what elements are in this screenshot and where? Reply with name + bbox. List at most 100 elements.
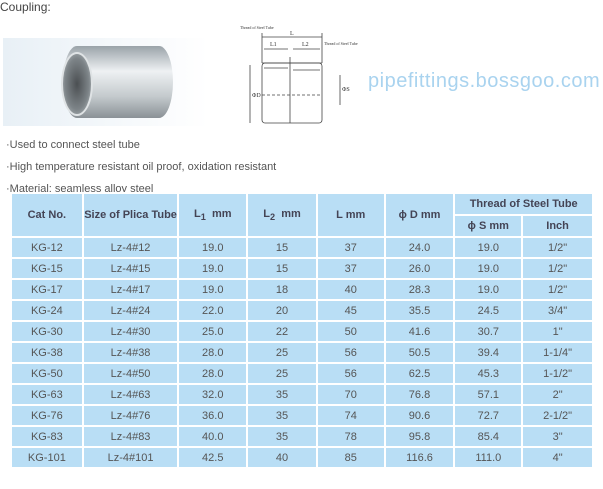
table-cell: KG-38 — [10, 341, 84, 364]
diagram-label: Thread of Steel Tube — [324, 41, 358, 46]
page-title: Coupling: — [0, 0, 51, 14]
table-cell: 45.3 — [453, 362, 524, 385]
header-l2: L2 mm — [246, 192, 318, 238]
table-cell: 24.5 — [453, 299, 524, 322]
table-cell: 19.0 — [453, 257, 524, 280]
table-row: KG-30 Lz-4#30 25.0 22 50 41.6 30.7 1" — [10, 320, 594, 343]
table-row: KG-63 Lz-4#63 32.0 35 70 76.8 57.1 2" — [10, 383, 594, 406]
table-cell: 35 — [246, 404, 318, 427]
table-cell: 1-1/4" — [521, 341, 594, 364]
diagram-label: L2 — [302, 42, 309, 48]
feature-list: ·Used to connect steel tube ·High temper… — [6, 134, 276, 200]
table-cell: 3/4" — [521, 299, 594, 322]
table-cell: KG-50 — [10, 362, 84, 385]
table-cell: 2" — [521, 383, 594, 406]
table-cell: 74 — [315, 404, 386, 427]
table-cell: 24.0 — [383, 236, 456, 259]
table-cell: KG-24 — [10, 299, 84, 322]
header-cat: Cat No. — [10, 192, 84, 238]
table-cell: 57.1 — [453, 383, 524, 406]
table-cell: 45 — [315, 299, 386, 322]
table-cell: 40 — [246, 446, 318, 469]
feature-item: ·Used to connect steel tube — [6, 139, 140, 151]
table-row: KG-15 Lz-4#15 19.0 15 37 26.0 19.0 1/2" — [10, 257, 594, 280]
coupling-opening — [61, 52, 93, 116]
table-cell: 72.7 — [453, 404, 524, 427]
table-cell: 1/2" — [521, 236, 594, 259]
table-cell: Lz-4#76 — [81, 404, 180, 427]
table-cell: 25.0 — [177, 320, 249, 343]
table-cell: 78 — [315, 425, 386, 448]
table-cell: 28.0 — [177, 341, 249, 364]
table-cell: Lz-4#83 — [81, 425, 180, 448]
table-cell: 35 — [246, 425, 318, 448]
table-cell: Lz-4#63 — [81, 383, 180, 406]
table-cell: 15 — [246, 257, 318, 280]
table-cell: Lz-4#38 — [81, 341, 180, 364]
diagram-label: ΦD — [252, 93, 261, 99]
table-cell: KG-101 — [10, 446, 84, 469]
table-cell: 39.4 — [453, 341, 524, 364]
table-cell: 42.5 — [177, 446, 249, 469]
table-cell: 19.0 — [453, 278, 524, 301]
table-cell: Lz-4#17 — [81, 278, 180, 301]
table-cell: 41.6 — [383, 320, 456, 343]
table-row: KG-17 Lz-4#17 19.0 18 40 28.3 19.0 1/2" — [10, 278, 594, 301]
table-cell: 90.6 — [383, 404, 456, 427]
table-cell: 25 — [246, 341, 318, 364]
table-cell: Lz-4#24 — [81, 299, 180, 322]
table-cell: 1/2" — [521, 278, 594, 301]
coupling-diagram: Thread of Steel Tube Thread of Steel Tub… — [240, 25, 358, 124]
table-cell: 30.7 — [453, 320, 524, 343]
coupling-photo — [3, 38, 208, 126]
table-cell: Lz-4#12 — [81, 236, 180, 259]
table-row: KG-50 Lz-4#50 28.0 25 56 62.5 45.3 1-1/2" — [10, 362, 594, 385]
table-cell: KG-76 — [10, 404, 84, 427]
header-size: Size of Plica Tube — [81, 192, 180, 238]
diagram-label: Thread of Steel Tube — [240, 25, 274, 30]
table-row: KG-76 Lz-4#76 36.0 35 74 90.6 72.7 2-1/2" — [10, 404, 594, 427]
header-s: ϕ S mm — [453, 214, 524, 238]
table-cell: 19.0 — [177, 236, 249, 259]
table-row: KG-12 Lz-4#12 19.0 15 37 24.0 19.0 1/2" — [10, 236, 594, 259]
table-cell: KG-15 — [10, 257, 84, 280]
table-cell: 19.0 — [177, 278, 249, 301]
table-row: KG-83 Lz-4#83 40.0 35 78 95.8 85.4 3" — [10, 425, 594, 448]
table-cell: 25 — [246, 362, 318, 385]
header-l1: L1 mm — [177, 192, 249, 238]
header-d: ϕ D mm — [383, 192, 456, 238]
table-cell: Lz-4#30 — [81, 320, 180, 343]
diagram-label: L1 — [270, 42, 277, 48]
table-cell: 76.8 — [383, 383, 456, 406]
table-cell: 3" — [521, 425, 594, 448]
table-cell: KG-83 — [10, 425, 84, 448]
table-row: KG-24 Lz-4#24 22.0 20 45 35.5 24.5 3/4" — [10, 299, 594, 322]
table-cell: Lz-4#50 — [81, 362, 180, 385]
table-cell: 4" — [521, 446, 594, 469]
table-cell: 28.0 — [177, 362, 249, 385]
table-cell: 85.4 — [453, 425, 524, 448]
table-cell: KG-30 — [10, 320, 84, 343]
table-cell: 32.0 — [177, 383, 249, 406]
header-inch: Inch — [521, 214, 594, 238]
table-cell: 1/2" — [521, 257, 594, 280]
table-row: KG-101 Lz-4#101 42.5 40 85 116.6 111.0 4" — [10, 446, 594, 469]
table-cell: 56 — [315, 341, 386, 364]
table-cell: 2-1/2" — [521, 404, 594, 427]
table-cell: 18 — [246, 278, 318, 301]
table-cell: 70 — [315, 383, 386, 406]
table-cell: KG-12 — [10, 236, 84, 259]
table-cell: 1-1/2" — [521, 362, 594, 385]
table-cell: 1" — [521, 320, 594, 343]
table-cell: Lz-4#15 — [81, 257, 180, 280]
header-l: L mm — [315, 192, 386, 238]
table-cell: Lz-4#101 — [81, 446, 180, 469]
header-thread: Thread of Steel Tube — [453, 192, 594, 216]
table-cell: KG-17 — [10, 278, 84, 301]
feature-item: ·Material: seamless alloy steel — [6, 183, 154, 195]
table-cell: 35 — [246, 383, 318, 406]
table-cell: 85 — [315, 446, 386, 469]
table-cell: 22.0 — [177, 299, 249, 322]
table-cell: 20 — [246, 299, 318, 322]
table-cell: 26.0 — [383, 257, 456, 280]
